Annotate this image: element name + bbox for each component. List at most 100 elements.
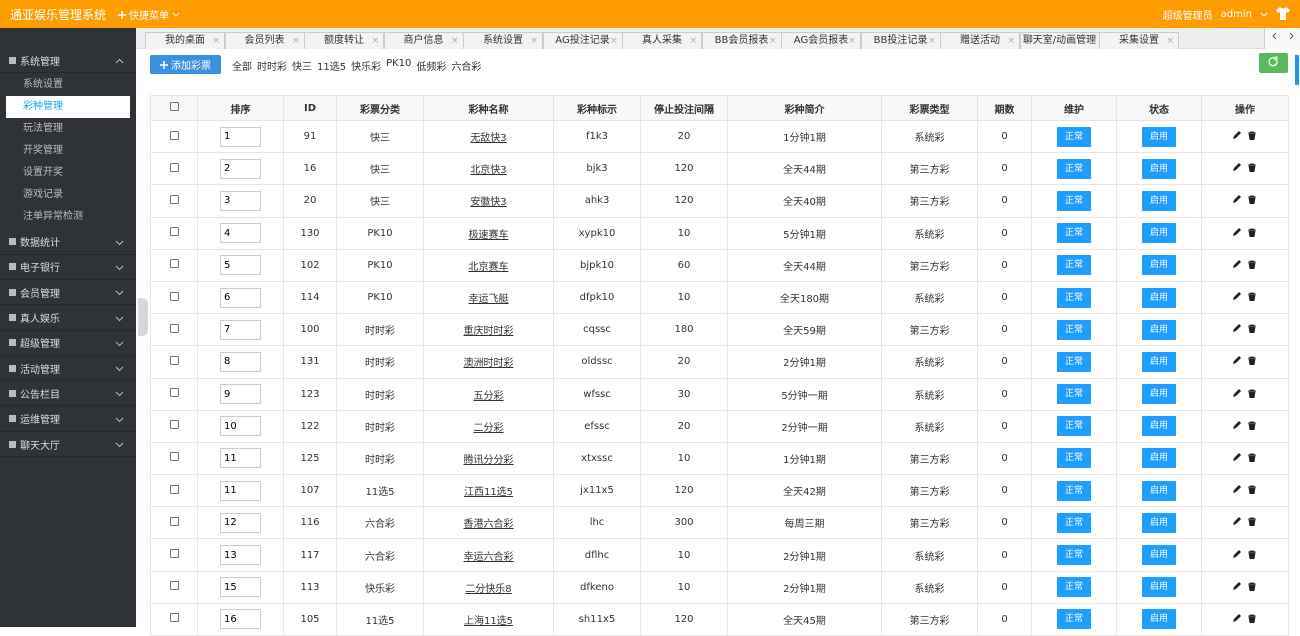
lottery-name[interactable]: 无敌快3 xyxy=(423,119,554,154)
maintain-button[interactable]: 正常 xyxy=(1057,545,1091,566)
action-icons[interactable] xyxy=(1231,613,1259,626)
maintain-button[interactable]: 正常 xyxy=(1057,512,1091,533)
status-button[interactable]: 启用 xyxy=(1142,351,1176,372)
lottery-name[interactable]: 幸运飞艇 xyxy=(423,280,554,315)
status-button[interactable]: 启用 xyxy=(1142,480,1176,501)
menu-section[interactable]: 公告栏目 xyxy=(0,381,136,407)
sort-input[interactable] xyxy=(220,545,261,566)
tab[interactable]: 会员列表 × xyxy=(224,32,305,49)
sort-input[interactable] xyxy=(220,480,261,501)
menu-section[interactable]: 数据统计 xyxy=(0,230,136,255)
collapse-handle[interactable] xyxy=(138,298,148,336)
row-checkbox[interactable] xyxy=(169,227,179,237)
tab[interactable]: 系统设置 × xyxy=(463,32,543,49)
sort-input[interactable] xyxy=(220,255,261,276)
sort-input[interactable] xyxy=(220,384,261,405)
status-button[interactable]: 启用 xyxy=(1142,319,1176,340)
action-icons[interactable] xyxy=(1231,356,1259,368)
status-button[interactable]: 启用 xyxy=(1142,158,1176,179)
shirt-icon[interactable] xyxy=(1276,7,1290,20)
action-icons[interactable] xyxy=(1231,581,1259,594)
sort-input[interactable] xyxy=(220,126,261,147)
lottery-name[interactable]: 腾讯分分彩 xyxy=(423,441,554,476)
tab-close[interactable]: × xyxy=(689,36,697,46)
sort-input[interactable] xyxy=(220,287,261,308)
menu-section[interactable]: 真人娱乐 xyxy=(0,306,136,331)
filter[interactable]: 全部 xyxy=(232,62,252,73)
filter[interactable]: 快三 xyxy=(292,62,312,73)
lottery-name[interactable]: 北京快3 xyxy=(423,152,554,186)
row-checkbox[interactable] xyxy=(169,291,179,301)
status-button[interactable]: 启用 xyxy=(1142,545,1176,566)
menu-section[interactable]: 运维管理 xyxy=(0,407,136,432)
sort-input[interactable] xyxy=(220,223,261,244)
tab-close[interactable]: × xyxy=(212,36,220,46)
tab-close[interactable]: × xyxy=(609,36,618,46)
select-all[interactable] xyxy=(169,102,179,111)
menu-item[interactable]: 游戏记录 xyxy=(23,188,63,200)
row-checkbox[interactable] xyxy=(169,549,179,559)
sort-input[interactable] xyxy=(220,319,261,340)
add-button[interactable]: 添加彩票 xyxy=(150,55,221,74)
menu-item[interactable]: 开奖管理 xyxy=(23,145,63,156)
action-icons[interactable] xyxy=(1231,549,1259,562)
row-checkbox[interactable] xyxy=(169,516,179,526)
tab[interactable]: AG投注记录 × xyxy=(542,32,623,49)
tab-close[interactable]: × xyxy=(927,36,936,46)
status-button[interactable]: 启用 xyxy=(1142,416,1176,437)
tab[interactable]: BB会员报表 × xyxy=(701,32,782,49)
sort-input[interactable] xyxy=(220,448,261,469)
row-checkbox[interactable] xyxy=(169,130,179,140)
row-checkbox[interactable] xyxy=(169,388,179,398)
action-icons[interactable] xyxy=(1231,259,1259,272)
action-icons[interactable] xyxy=(1231,517,1259,529)
sort-input[interactable] xyxy=(220,351,261,372)
tab[interactable]: 采集设置 × xyxy=(1099,32,1179,49)
tab-close[interactable]: × xyxy=(1007,36,1015,46)
menu-item[interactable]: 玩法管理 xyxy=(23,123,63,135)
refresh-button[interactable] xyxy=(1259,53,1288,73)
sort-input[interactable] xyxy=(220,512,261,533)
lottery-name[interactable]: 香港六合彩 xyxy=(423,506,554,540)
tab-close[interactable]: × xyxy=(530,36,538,46)
sort-input[interactable] xyxy=(220,190,261,211)
lottery-name[interactable]: 极速赛车 xyxy=(423,216,554,250)
row-checkbox[interactable] xyxy=(169,194,179,204)
action-icons[interactable] xyxy=(1231,388,1259,401)
row-checkbox[interactable] xyxy=(169,420,179,430)
maintain-button[interactable]: 正常 xyxy=(1057,351,1091,372)
lottery-name[interactable]: 二分彩 xyxy=(423,409,554,443)
tab-close[interactable]: × xyxy=(1166,36,1174,46)
status-button[interactable]: 启用 xyxy=(1142,512,1176,533)
maintain-button[interactable]: 正常 xyxy=(1057,255,1091,276)
row-checkbox[interactable] xyxy=(169,581,179,591)
sort-input[interactable] xyxy=(220,416,261,437)
menu-item[interactable]: 系统设置 xyxy=(23,79,63,91)
action-icons[interactable] xyxy=(1231,452,1259,465)
user-area[interactable]: 超级管理员 admin xyxy=(1163,7,1268,22)
action-icons[interactable] xyxy=(1231,195,1259,207)
tab[interactable]: 商户信息 × xyxy=(383,32,464,49)
tab[interactable]: 额度转让 × xyxy=(304,32,384,49)
lottery-name[interactable]: 安徽快3 xyxy=(423,184,554,218)
maintain-button[interactable]: 正常 xyxy=(1057,223,1091,244)
action-icons[interactable] xyxy=(1231,324,1259,336)
tab[interactable]: BB投注记录 × xyxy=(860,32,941,49)
lottery-name[interactable]: 五分彩 xyxy=(423,377,554,411)
row-checkbox[interactable] xyxy=(169,355,179,365)
lottery-name[interactable]: 上海11选5 xyxy=(423,602,554,636)
status-button[interactable]: 启用 xyxy=(1142,384,1176,405)
maintain-button[interactable]: 正常 xyxy=(1057,577,1091,598)
menu-section[interactable]: 系统管理 xyxy=(0,48,136,73)
action-icons[interactable] xyxy=(1231,131,1259,143)
menu-item[interactable]: 设置开奖 xyxy=(23,166,63,178)
maintain-button[interactable]: 正常 xyxy=(1057,609,1091,630)
lottery-name[interactable]: 江西11选5 xyxy=(423,474,554,508)
maintain-button[interactable]: 正常 xyxy=(1057,158,1091,179)
tab-close[interactable]: × xyxy=(848,36,856,46)
filter[interactable]: 11选5 xyxy=(317,62,347,73)
tab-close[interactable]: × xyxy=(371,36,379,46)
menu-section[interactable]: 会员管理 xyxy=(0,280,136,306)
maintain-button[interactable]: 正常 xyxy=(1057,480,1091,501)
lottery-name[interactable]: 北京赛车 xyxy=(423,248,554,282)
